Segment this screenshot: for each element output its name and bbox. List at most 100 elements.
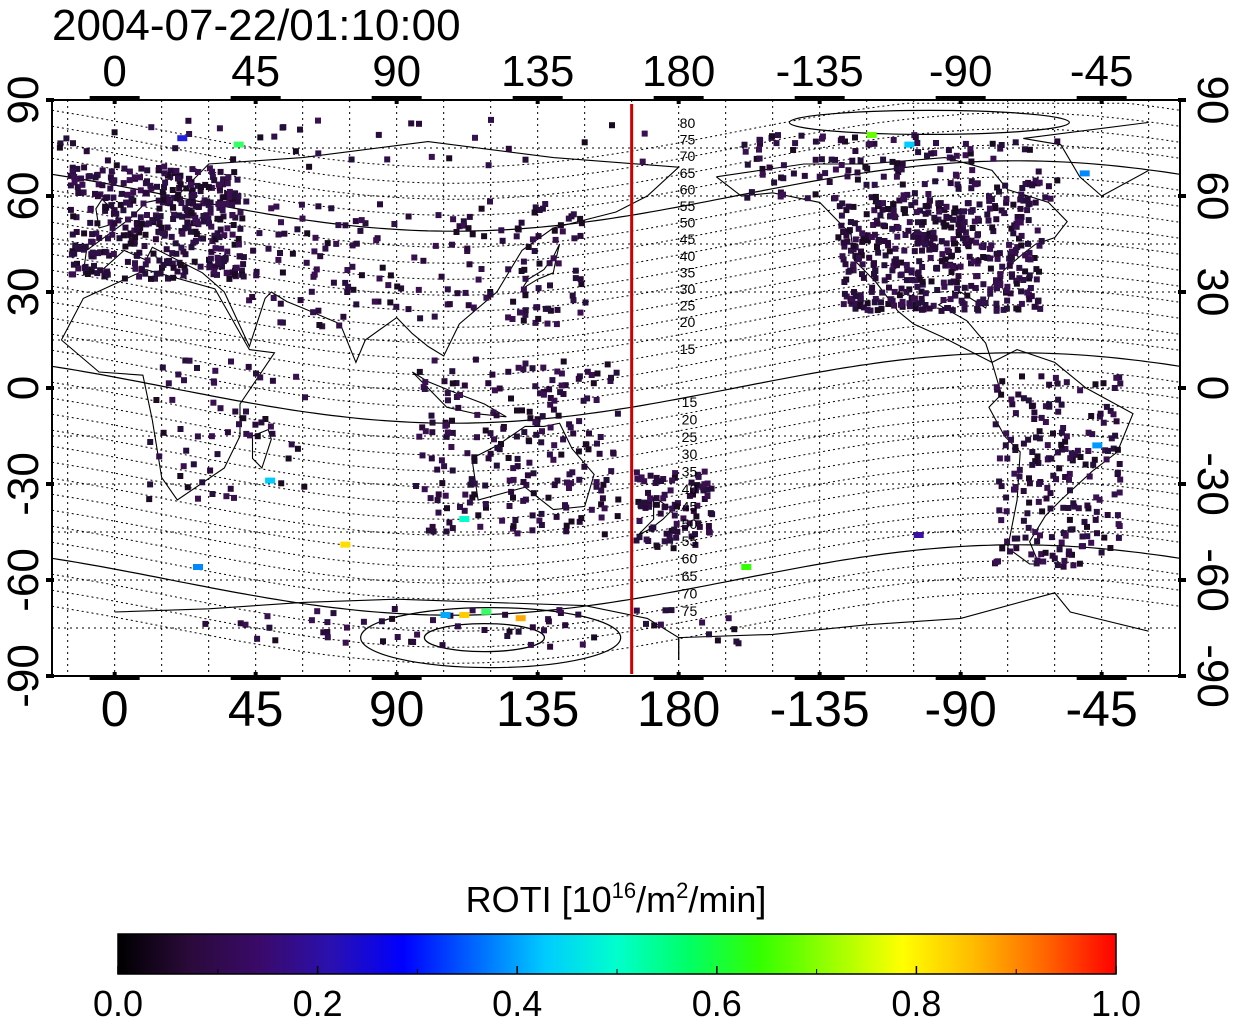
roti-cell [269, 430, 276, 437]
roti-cell [615, 496, 622, 503]
coastline [82, 141, 681, 364]
roti-cell [253, 272, 260, 279]
roti-cell [289, 250, 296, 257]
roti-cell [317, 253, 324, 260]
roti-cell [285, 455, 292, 462]
roti-cell [493, 462, 500, 469]
roti-cell [850, 267, 857, 274]
roti-cell [1085, 448, 1092, 454]
roti-cell [85, 173, 92, 180]
roti-cell [83, 148, 90, 155]
roti-cell [845, 203, 852, 210]
roti-cell [889, 158, 896, 165]
roti-cell [108, 168, 115, 175]
roti-cell [349, 263, 356, 270]
roti-cell [731, 626, 738, 633]
roti-cell [1033, 434, 1039, 441]
roti-cell [973, 273, 980, 280]
roti-cell [235, 193, 242, 200]
roti-cell [938, 238, 945, 245]
roti-cell [1024, 196, 1031, 203]
roti-cell [545, 618, 552, 625]
roti-cell [968, 178, 975, 185]
roti-cell [584, 395, 591, 402]
roti-cell [520, 317, 527, 324]
roti-cell [500, 425, 507, 432]
roti-cell [916, 258, 923, 265]
roti-cell [1092, 516, 1099, 523]
roti-cell [435, 509, 442, 516]
roti-cell [330, 610, 337, 617]
roti-cell [994, 255, 1001, 262]
roti-cell [75, 265, 82, 272]
roti-cell [974, 305, 981, 312]
roti-cell [216, 125, 223, 132]
roti-cell [113, 162, 120, 169]
roti-cell [428, 412, 435, 419]
roti-cell [848, 300, 855, 307]
roti-cell [521, 429, 528, 436]
roti-cell [481, 233, 488, 240]
roti-cell [471, 480, 478, 487]
roti-cell [265, 245, 272, 252]
roti-cell [1019, 185, 1026, 191]
roti-cell [474, 434, 480, 441]
coastline [678, 592, 1149, 660]
roti-cell [646, 503, 652, 510]
roti-cell [152, 236, 159, 243]
roti-cell [345, 283, 352, 290]
roti-cell [584, 368, 591, 375]
roti-cell [941, 223, 948, 230]
roti-cell [487, 450, 494, 457]
roti-cell [482, 482, 489, 489]
roti-cell [311, 248, 318, 255]
roti-cell [968, 158, 975, 165]
roti-cell [522, 292, 529, 299]
roti-cell [926, 230, 933, 237]
y-tick-left [46, 194, 54, 198]
roti-cell [1018, 191, 1025, 198]
roti-cell [881, 238, 888, 244]
roti-cell [380, 638, 386, 645]
roti-cell [704, 480, 711, 487]
roti-cell [514, 407, 520, 414]
roti-cell [214, 271, 220, 278]
roti-cell [1055, 396, 1062, 403]
mlat-label: 20 [680, 314, 696, 330]
roti-cell [206, 165, 213, 172]
roti-cell [211, 177, 218, 184]
mlat-label: 55 [680, 198, 696, 214]
roti-cell [999, 263, 1006, 270]
roti-cell [142, 190, 149, 197]
roti-cell-high [459, 516, 470, 522]
roti-cell [1032, 199, 1039, 206]
roti-cell [212, 245, 219, 252]
roti-cell [1048, 455, 1055, 462]
roti-cell [208, 433, 215, 440]
roti-cell [955, 232, 962, 239]
roti-cell [183, 185, 190, 192]
roti-cell [597, 434, 604, 440]
roti-cell [903, 277, 910, 284]
roti-cell [1079, 533, 1086, 540]
roti-cell [707, 510, 714, 517]
roti-cell [1026, 272, 1033, 279]
roti-cell [878, 299, 884, 306]
roti-cell [917, 207, 924, 214]
roti-cell [1016, 264, 1023, 271]
roti-cell [215, 259, 222, 265]
roti-cell [533, 304, 540, 311]
roti-cell [996, 250, 1003, 257]
roti-cell [419, 424, 426, 431]
roti-cell [73, 214, 80, 221]
roti-cell [975, 300, 982, 307]
roti-cell [987, 265, 994, 272]
roti-cell [1117, 476, 1124, 483]
roti-cell [84, 271, 91, 277]
roti-cell [149, 217, 156, 224]
roti-cell [696, 523, 703, 530]
mlat-label: 70 [682, 585, 698, 601]
roti-cell [889, 297, 896, 304]
roti-cell [660, 495, 667, 502]
